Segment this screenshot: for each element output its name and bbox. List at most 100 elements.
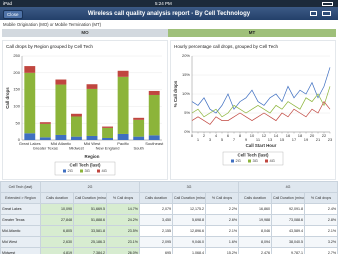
table-cell: 1.6% [205,236,240,248]
column-header[interactable]: Calls duration [40,192,74,204]
group-label: 2G [39,181,141,193]
filter-label: Mobile Origination (MO) or Mobile Termin… [3,22,102,27]
bar-segment [117,70,129,77]
x-tick-label: 11 [256,137,261,142]
table-cell: 12,175.2 [172,203,207,215]
x-tick-label: Pacific [117,141,129,146]
table: Cell Tech (last) 2G 3G 4G Extended > Region C… [0,181,338,254]
y-axis-title: Call drops [5,87,10,109]
column-header[interactable]: Calls duration [139,192,174,204]
table-cell: 2.2% [205,203,240,215]
bar-segment [24,133,36,140]
bar-segment [55,79,67,85]
column-header[interactable]: Call Duration (minutes) [73,192,107,204]
bar-segment [24,72,36,134]
table-row: Midwest 4,819 7,384.2 26.0% 695 1,068.4 15.2% 2… [0,247,338,254]
table-cell: 27,848 [40,214,74,226]
x-axis-title: Region [85,154,100,159]
table-row: Mid Atlantic 6,805 33,581.8 23.5% 2,155 12,89… [0,225,338,237]
group-header-row: Cell Tech (last) 2G 3G 4G [0,181,338,193]
x-tick-label: Mid West [84,141,101,146]
table-cell: 9,046.0 [172,236,207,248]
table-cell: 15.2% [205,247,240,254]
table-cell: 73,088.6 [271,214,306,226]
bar-segment [86,135,98,140]
table-cell: 43,589.4 [271,225,306,237]
legend-label: 2G [68,168,73,173]
x-tick-label: 13 [268,137,273,142]
y-tick-label: 50 [16,120,21,125]
table-cell: 23.5% [105,225,141,237]
table-cell: 92,091.8 [271,203,306,215]
bar-segment [86,88,98,136]
filter-option-selected[interactable]: MT [168,29,336,37]
y-tick-label: 150 [13,87,20,92]
table-cell: 4,819 [40,247,74,254]
table-cell: 33,581.8 [73,225,107,237]
line-chart: Hourly percentage call drops, grouped by… [170,40,336,180]
x-tick-label: Midwest [69,146,85,151]
y-tick-label: 20% [182,53,190,58]
share-icon[interactable] [310,11,317,16]
bar-segment [117,76,129,134]
x-tick-label: 0 [191,133,194,138]
legend-swatch [80,169,83,173]
legend-label: 3G [85,168,90,173]
table-cell: 3,450 [139,214,174,226]
x-tick-label: 17 [292,137,297,142]
x-tick-label: Southeast [145,141,164,146]
menu-icon[interactable] [322,11,331,16]
group-label: 3G [139,181,240,193]
nav-title: Wireless call quality analysis report - … [87,10,251,17]
legend-title: Cell Tech (last) [70,163,101,168]
filter-option[interactable]: MO [2,29,168,37]
x-axis-title: Call Start Hour [246,143,277,148]
bar-segment [39,137,51,140]
table-cell: 2.6% [205,214,240,226]
column-header[interactable]: Call Duration (minutes) [271,192,306,204]
carrier: iPad [3,1,13,6]
table-cell: 2,476 [238,247,273,254]
y-tick-label: 10% [182,91,190,96]
row-header: Midwest [0,247,41,254]
y-tick-label: 15% [182,72,190,77]
status-bar: iPad 5:24 PM [0,0,338,7]
battery [322,1,333,6]
y-tick-label: 250 [13,53,20,58]
legend-swatch [265,159,268,163]
row-header: Mid West [0,236,41,248]
bar-chart: Call drops by Region grouped by Cell Tec… [2,40,168,180]
x-tick-label: 16 [286,133,291,138]
legend-title: Cell Tech (last) [238,153,269,158]
x-tick-label: 20 [310,133,315,138]
table-cell: 8,046 [238,225,273,237]
table-cell: 26.0% [105,247,141,254]
column-header[interactable]: % Call drops [105,192,141,204]
bar-segment [102,137,113,140]
column-header[interactable]: Call Duration (minutes) [172,192,207,204]
close-button[interactable]: Close [3,10,23,19]
x-tick-label: 1 [197,137,200,142]
group-header: Cell Tech (last) [0,181,41,193]
x-tick-label: Great Lakes [19,141,41,146]
bar-segment [148,135,160,140]
series-line [191,86,331,118]
column-header[interactable]: Calls duration [238,192,273,204]
x-tick-label: 7 [233,137,236,142]
legend-label: 2G [236,158,241,163]
column-header[interactable]: % Call drops [205,192,240,204]
legend-swatch [97,169,100,173]
series-line [191,67,331,114]
table-cell: 5,698.8 [172,214,207,226]
column-header[interactable]: Extended > Region [0,192,41,204]
bar-segment [148,94,160,136]
legend-swatch [248,159,251,163]
table-row: Great Lakes 10,090 51,669.5 14.7% 2,079 12,17… [0,203,338,215]
x-tick-label: 23 [328,137,333,142]
x-tick-label: 12 [262,133,267,138]
column-header[interactable]: % Call drops [304,192,338,204]
x-tick-label: 5 [221,137,224,142]
x-tick-label: 6 [227,133,230,138]
table-cell: 19,988 [238,214,273,226]
bar-segment [55,134,67,140]
